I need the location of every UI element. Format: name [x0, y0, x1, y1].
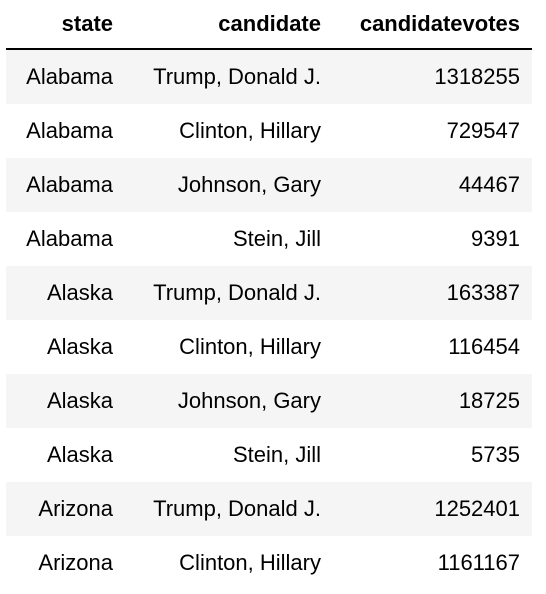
table-body: Alabama Trump, Donald J. 1318255 Alabama…	[6, 49, 532, 590]
cell-candidate: Trump, Donald J.	[125, 482, 333, 536]
cell-candidatevotes: 1161167	[333, 536, 532, 590]
cell-state: Alaska	[6, 374, 125, 428]
cell-candidate: Clinton, Hillary	[125, 104, 333, 158]
cell-state: Arizona	[6, 536, 125, 590]
table-row: Alaska Clinton, Hillary 116454	[6, 320, 532, 374]
cell-candidatevotes: 5735	[333, 428, 532, 482]
cell-candidatevotes: 116454	[333, 320, 532, 374]
cell-candidatevotes: 729547	[333, 104, 532, 158]
cell-candidate: Trump, Donald J.	[125, 49, 333, 104]
column-header-candidatevotes: candidatevotes	[333, 0, 532, 50]
table-row: Alabama Trump, Donald J. 1318255	[6, 49, 532, 104]
table-row: Alabama Johnson, Gary 44467	[6, 158, 532, 212]
cell-candidate: Trump, Donald J.	[125, 266, 333, 320]
column-header-candidate: candidate	[125, 0, 333, 50]
cell-candidatevotes: 9391	[333, 212, 532, 266]
cell-candidate: Stein, Jill	[125, 212, 333, 266]
cell-state: Alabama	[6, 49, 125, 104]
cell-state: Arizona	[6, 482, 125, 536]
cell-state: Alaska	[6, 320, 125, 374]
cell-candidatevotes: 1252401	[333, 482, 532, 536]
cell-candidatevotes: 163387	[333, 266, 532, 320]
table-row: Alabama Clinton, Hillary 729547	[6, 104, 532, 158]
table-row: Alaska Johnson, Gary 18725	[6, 374, 532, 428]
cell-candidatevotes: 18725	[333, 374, 532, 428]
table-row: Alabama Stein, Jill 9391	[6, 212, 532, 266]
table-row: Alaska Stein, Jill 5735	[6, 428, 532, 482]
table-row: Arizona Trump, Donald J. 1252401	[6, 482, 532, 536]
cell-state: Alaska	[6, 428, 125, 482]
cell-state: Alabama	[6, 212, 125, 266]
header-row: state candidate candidatevotes	[6, 0, 532, 50]
cell-state: Alabama	[6, 104, 125, 158]
cell-candidate: Clinton, Hillary	[125, 536, 333, 590]
data-table: state candidate candidatevotes Alabama T…	[6, 0, 532, 590]
cell-candidatevotes: 44467	[333, 158, 532, 212]
cell-candidate: Stein, Jill	[125, 428, 333, 482]
table-header: state candidate candidatevotes	[6, 0, 532, 50]
cell-state: Alabama	[6, 158, 125, 212]
cell-candidate: Johnson, Gary	[125, 158, 333, 212]
cell-state: Alaska	[6, 266, 125, 320]
cell-candidate: Johnson, Gary	[125, 374, 333, 428]
cell-candidate: Clinton, Hillary	[125, 320, 333, 374]
table-row: Arizona Clinton, Hillary 1161167	[6, 536, 532, 590]
table-row: Alaska Trump, Donald J. 163387	[6, 266, 532, 320]
cell-candidatevotes: 1318255	[333, 49, 532, 104]
column-header-state: state	[6, 0, 125, 50]
